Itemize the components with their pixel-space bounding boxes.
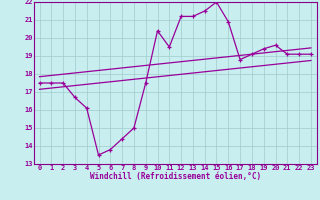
X-axis label: Windchill (Refroidissement éolien,°C): Windchill (Refroidissement éolien,°C) [90,172,261,181]
